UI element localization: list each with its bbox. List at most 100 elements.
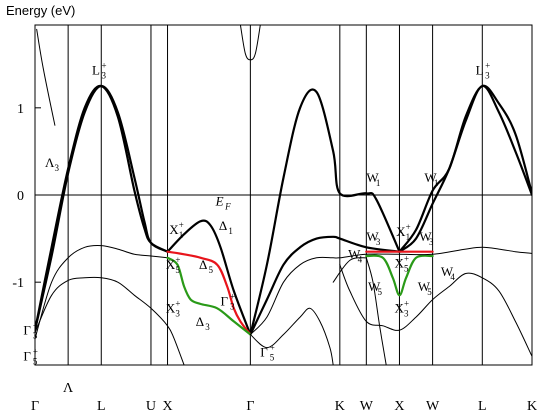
band-line xyxy=(398,84,532,253)
annotation-subscript: 3 xyxy=(429,237,434,247)
annotation-subscript: 4 xyxy=(450,272,455,282)
annotation-superscript: + xyxy=(404,299,409,309)
band-annotation: W1 xyxy=(424,170,438,188)
band-annotation: X +1 xyxy=(169,220,184,240)
band-annotation: W5 xyxy=(418,279,433,297)
band-line xyxy=(249,307,334,365)
annotation-label: X xyxy=(166,257,176,272)
y-axis-ticks: 1 0 -1 xyxy=(12,102,41,291)
annotation-subscript: 4 xyxy=(358,255,363,265)
annotation-label: W xyxy=(348,247,361,262)
x-tick-label: X xyxy=(394,399,404,414)
band-line xyxy=(166,219,252,336)
band-line xyxy=(249,246,532,335)
annotation-label: Δ xyxy=(199,257,207,272)
x-tick-label: W xyxy=(360,399,374,414)
x-tick-label: Γ xyxy=(31,399,39,414)
annotation-label: W xyxy=(366,229,379,244)
band-line xyxy=(249,235,401,336)
annotation-label: W xyxy=(419,229,432,244)
annotation-subscript: 3 xyxy=(485,71,490,81)
band-lines xyxy=(35,25,532,365)
x-tick-label: W xyxy=(426,399,440,414)
annotation-label: W xyxy=(424,170,437,185)
band-line xyxy=(365,254,434,297)
band-annotation: W4 xyxy=(348,247,363,265)
annotation-label: X xyxy=(396,224,406,239)
annotation-subscript: 1 xyxy=(376,178,381,188)
annotation-label: X xyxy=(169,222,179,237)
band-line xyxy=(365,257,387,365)
x-tick-label: K xyxy=(527,399,537,414)
annotation-subscript: 1 xyxy=(434,178,439,188)
annotation-subscript: 3 xyxy=(54,163,59,173)
annotation-label: X xyxy=(394,255,404,270)
annotation-label: W xyxy=(368,279,381,294)
band-annotation: X +1 xyxy=(396,222,411,242)
band-line xyxy=(166,250,252,336)
x-tick-label: L xyxy=(478,399,487,414)
band-annotation: W3 xyxy=(366,229,381,247)
band-line xyxy=(332,257,367,283)
band-annotation: X +3 xyxy=(394,299,409,319)
x-tick-label: Λ xyxy=(63,381,74,396)
band-annotation: W1 xyxy=(366,170,380,188)
annotation-subscript: 1 xyxy=(179,230,184,240)
annotation-superscript: + xyxy=(270,342,275,352)
x-tick-label: U xyxy=(146,399,156,414)
x-tick-label: Γ xyxy=(246,399,254,414)
annotation-subscript: 5 xyxy=(175,265,180,275)
y-axis-title: Energy (eV) xyxy=(6,3,75,18)
annotation-superscript: + xyxy=(179,220,184,230)
band-annotation: W3 xyxy=(419,229,434,247)
annotation-subscript: 3 xyxy=(376,237,381,247)
band-annotations: L +3 L +3Λ 3X +1Δ 1X +5 Δ 5X +3Γ +3Δ 3Γ +3Γ +5Γ +5E FW1 W… xyxy=(23,61,490,367)
annotation-label: Γ xyxy=(23,349,31,364)
band-line xyxy=(249,88,401,336)
band-annotation: X +5 xyxy=(394,253,409,273)
annotation-superscript: + xyxy=(230,292,235,302)
band-line xyxy=(239,25,261,61)
y-tick-label: 1 xyxy=(17,102,24,117)
annotation-subscript: 3 xyxy=(230,302,235,312)
band-annotation: Γ +5 xyxy=(23,347,38,367)
x-tick-label: X xyxy=(162,399,172,414)
x-tick-label: K xyxy=(335,399,345,414)
annotation-label: Δ xyxy=(219,218,227,233)
annotation-label: Λ xyxy=(45,155,55,170)
annotation-label: Γ xyxy=(221,294,229,309)
annotation-label: E xyxy=(215,193,224,208)
annotation-superscript: + xyxy=(175,255,180,265)
annotation-subscript: 3 xyxy=(101,71,106,81)
annotation-subscript: 5 xyxy=(377,287,382,297)
y-tick-label: 0 xyxy=(17,189,24,204)
annotation-subscript: 5 xyxy=(209,265,214,275)
annotation-subscript: 5 xyxy=(427,287,432,297)
band-line xyxy=(35,84,169,332)
band-line xyxy=(35,276,185,365)
annotation-label: Γ xyxy=(260,344,268,359)
x-axis-ticks: ΓΛL U X Γ K W X W L K xyxy=(31,381,537,414)
band-annotation: Γ +3 xyxy=(221,292,236,312)
annotation-superscript: + xyxy=(485,61,490,71)
band-line xyxy=(35,244,168,340)
annotation-label: L xyxy=(476,63,484,78)
annotation-superscript: + xyxy=(175,299,180,309)
annotation-label: Δ xyxy=(196,314,204,329)
band-line xyxy=(36,28,56,126)
annotation-subscript: 1 xyxy=(406,232,411,242)
annotation-label: W xyxy=(441,264,454,279)
plot-frame xyxy=(34,24,533,366)
band-line xyxy=(166,256,252,336)
y-tick-label: -1 xyxy=(12,276,24,291)
band-annotation: Γ +3 xyxy=(23,320,38,340)
annotation-subscript: 5 xyxy=(404,263,409,273)
band-annotation: W5 xyxy=(368,279,383,297)
annotation-subscript: 3 xyxy=(175,309,180,319)
annotation-label: W xyxy=(366,170,379,185)
